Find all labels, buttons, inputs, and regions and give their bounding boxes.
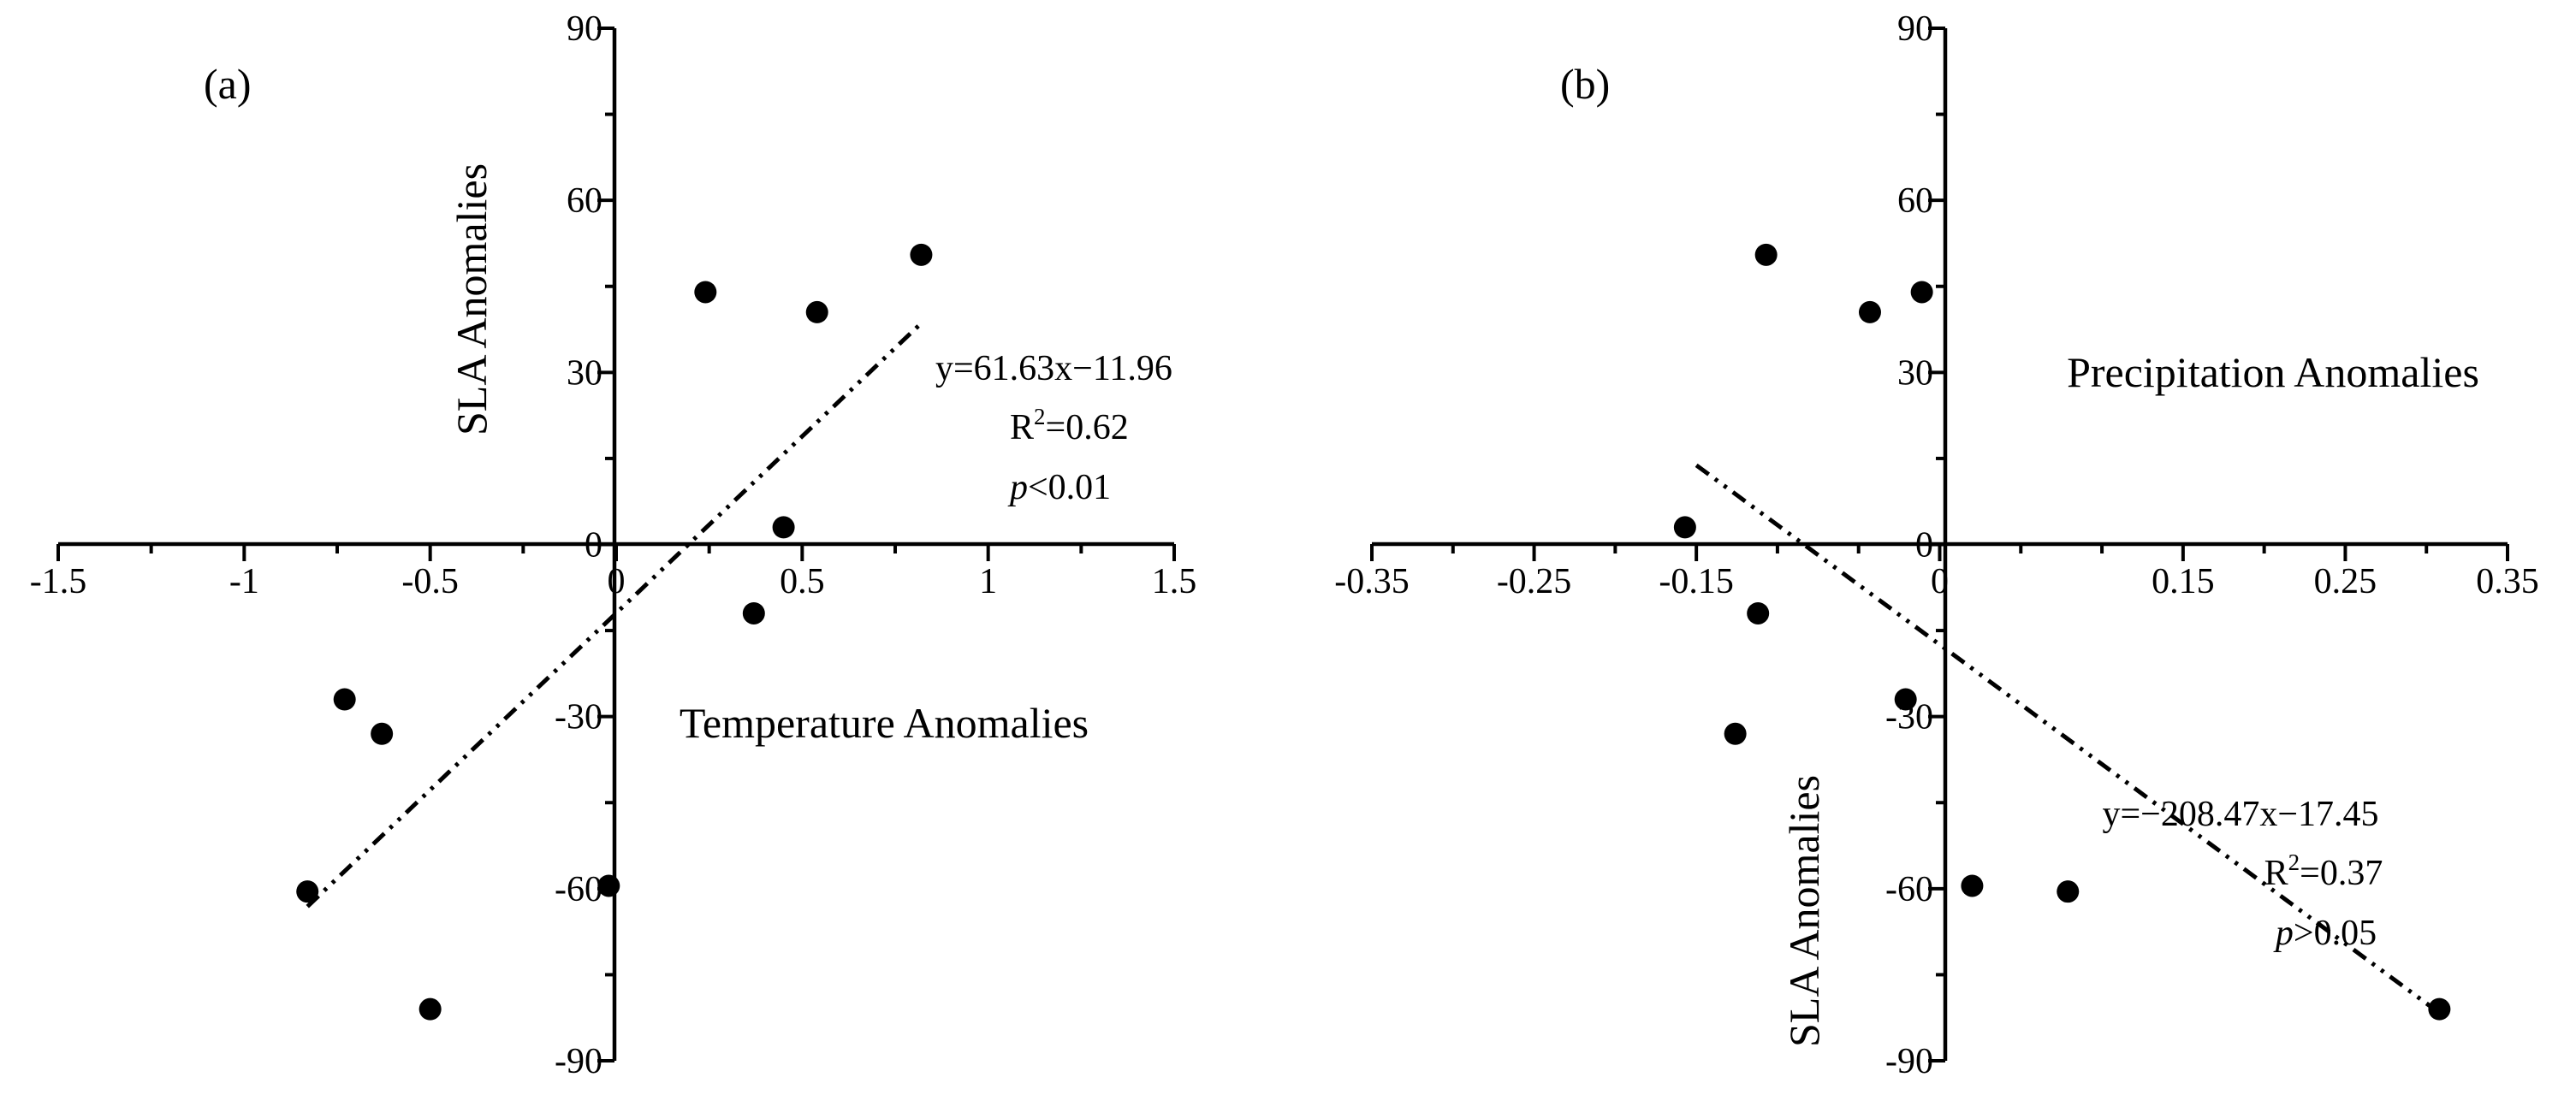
panel-b: -0.35 -0.25 -0.15 0 0.15 0.25 0.35-90-60-30030… <box>1334 9 2539 1081</box>
panel-b-fit-layer <box>1695 463 2441 1015</box>
panel-a-data-point <box>694 281 717 304</box>
panel-b-y-tick-label: -60 <box>1885 870 1933 909</box>
panel-a-xlabel: Temperature Anomalies <box>680 699 1089 747</box>
panel-a-r2-prefix: R <box>1010 408 1034 447</box>
panel-b-x-tick-label: -0.25 <box>1497 562 1572 601</box>
panel-b-data-point <box>1858 300 1881 323</box>
panel-b-r2-value: =0.37 <box>2300 854 2383 893</box>
panel-a-fit-line <box>306 322 923 909</box>
panel-a-points <box>296 243 933 1021</box>
panel-a-data-point <box>772 516 795 539</box>
panel-b-axes: -0.35 -0.25 -0.15 0 0.15 0.25 0.35-90-60-30030… <box>1334 9 2539 1081</box>
panel-b-data-point <box>1724 722 1747 745</box>
panel-a-y-tick-label: 90 <box>567 9 602 49</box>
panel-a-r2-sup: 2 <box>1034 404 1046 429</box>
panel-a-data-point <box>805 300 828 323</box>
panel-a-y-tick-label: -30 <box>555 698 602 737</box>
panel-a-fit-layer <box>306 322 923 909</box>
panel-b-ylabel: SLA Anomalies <box>1780 775 1828 1047</box>
panel-a-x-tick-label: 0.5 <box>780 562 825 601</box>
panel-b-fit-line <box>1695 463 2441 1015</box>
panel-b-x-tick-label: 0.25 <box>2314 562 2377 601</box>
panel-b-x-tick-label: 0.15 <box>2152 562 2215 601</box>
panel-a-pvalue: p<0.01 <box>1007 468 1111 507</box>
panel-a-x-tick-label: -1.5 <box>30 562 87 601</box>
panel-b-x-tick-label: -0.35 <box>1334 562 1410 601</box>
panel-a-ylabel: SLA Anomalies <box>448 163 496 435</box>
panel-b-label: (b) <box>1560 60 1610 108</box>
panel-b-data-point <box>2057 880 2080 903</box>
panel-a-x-tick-label: -0.5 <box>401 562 459 601</box>
panel-a-data-point <box>910 243 933 266</box>
panel-a-data-point <box>742 601 765 624</box>
panel-b-data-point <box>1894 688 1917 711</box>
panel-a-data-point <box>597 874 620 897</box>
panel-a-y-tick-label: 30 <box>567 353 602 393</box>
panel-b-xlabel: Precipitation Anomalies <box>2067 348 2479 396</box>
panel-b-p-italic: p <box>2273 914 2294 953</box>
panel-b-equation: y=−208.47x−17.45 <box>2102 795 2378 834</box>
panel-a-data-point <box>418 997 442 1021</box>
panel-b-data-point <box>1961 874 1984 897</box>
panel-a-data-point <box>371 722 394 745</box>
panel-a-x-tick-label: 0 <box>608 562 626 601</box>
panel-b-r2: R2=0.37 <box>2264 849 2383 893</box>
panel-a-x-tick-label: 1 <box>979 562 997 601</box>
panel-a-p-italic: p <box>1007 468 1028 507</box>
panel-b-y-tick-label: 60 <box>1897 181 1933 221</box>
panel-a: -1.5 -1 -0.5 0 0.5 1 1.5 -90 -60 -30 0 30 60 90 (a) S… <box>30 9 1197 1081</box>
panel-b-y-tick-label: 0 <box>1915 526 1933 565</box>
panel-b-pvalue: p>0.05 <box>2273 914 2377 953</box>
panel-a-y-tick-label: 60 <box>567 181 602 221</box>
panel-b-data-point <box>1747 601 1770 624</box>
panel-a-y-tick-label: 0 <box>585 526 602 565</box>
panel-a-axes: -1.5 -1 -0.5 0 0.5 1 1.5 -90 -60 -30 0 30 60 90 <box>30 9 1197 1081</box>
panel-b-data-point <box>1754 243 1778 266</box>
panel-a-y-tick-label: -60 <box>555 870 602 909</box>
panel-a-x-tick-label: -1 <box>229 562 259 601</box>
panel-b-y-tick-label: 90 <box>1897 9 1933 49</box>
panel-b-y-tick-label: 30 <box>1897 353 1933 393</box>
panel-a-data-point <box>333 688 356 711</box>
panel-b-x-tick-label: -0.15 <box>1659 562 1734 601</box>
panel-b-x-tick-label: 0.35 <box>2476 562 2539 601</box>
panel-b-r2-prefix: R <box>2264 854 2288 893</box>
panel-a-y-tick-label: -90 <box>555 1042 602 1081</box>
panel-a-r2-value: =0.62 <box>1046 408 1129 447</box>
panel-b-p-value: >0.05 <box>2294 914 2377 953</box>
panel-a-x-tick-label: 1.5 <box>1152 562 1197 601</box>
panel-b-y-tick-label: -90 <box>1885 1042 1933 1081</box>
panel-a-p-value: <0.01 <box>1028 468 1111 507</box>
panel-b-data-point <box>1910 281 1933 304</box>
panel-a-r2: R2=0.62 <box>1010 404 1129 447</box>
panel-a-label: (a) <box>204 60 252 108</box>
panel-b-points <box>1673 243 2451 1021</box>
panel-b-x-tick-label: 0 <box>1931 562 1949 601</box>
panel-b-r2-sup: 2 <box>2288 849 2300 875</box>
panel-b-data-point <box>2428 997 2451 1021</box>
panel-a-data-point <box>296 880 319 903</box>
panel-b-data-point <box>1673 516 1696 539</box>
panel-a-equation: y=61.63x−11.96 <box>935 349 1172 388</box>
